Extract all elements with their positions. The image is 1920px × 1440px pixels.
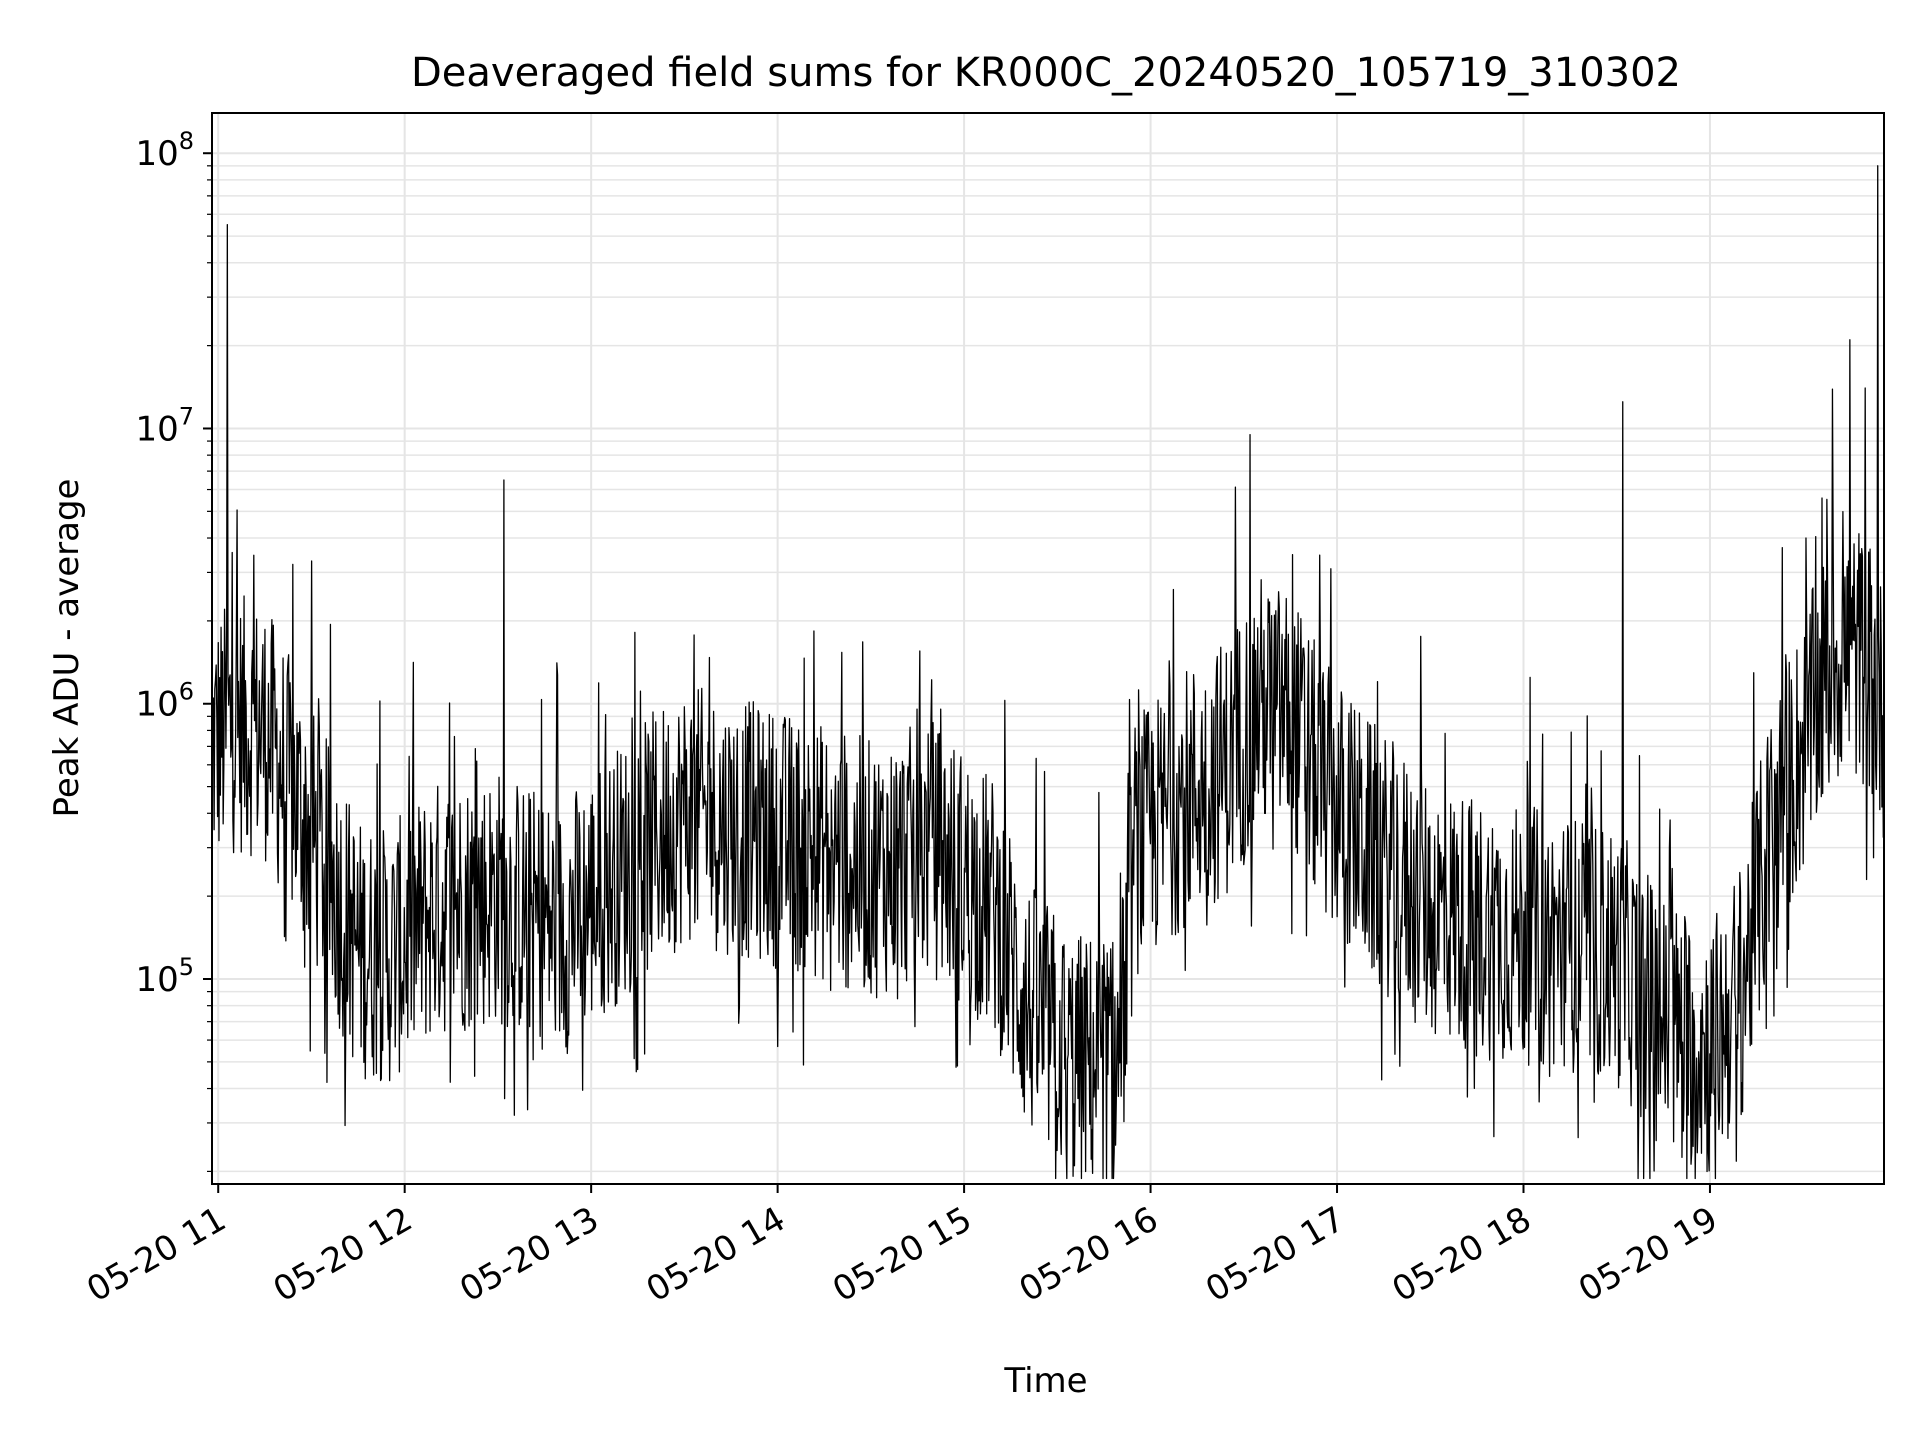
plot-frame xyxy=(211,112,1885,1185)
plot-area xyxy=(211,165,1885,1180)
y-tick-label: 107 xyxy=(135,402,194,449)
y-axis: 105 106 107 108 xyxy=(135,127,212,1173)
series-line xyxy=(211,165,1885,1180)
y-tick-label: 106 xyxy=(135,678,194,725)
chart-title: Deaveraged field sums for KR000C_2024052… xyxy=(411,50,1681,96)
y-tick-label: 108 xyxy=(135,127,194,174)
y-axis-label: Peak ADU - average xyxy=(47,479,87,818)
y-tick-label: 105 xyxy=(135,953,194,1000)
x-axis-label: Time xyxy=(1003,1361,1087,1401)
